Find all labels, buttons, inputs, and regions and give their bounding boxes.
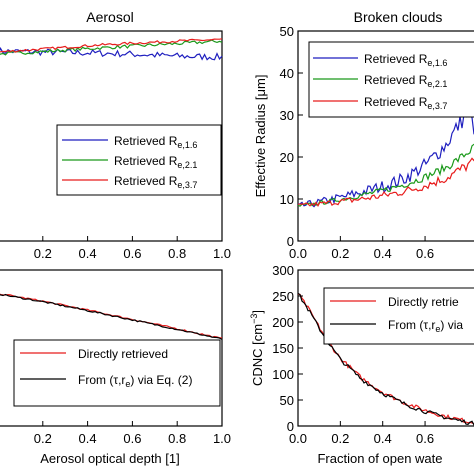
x-tick-label: 0.0: [289, 246, 307, 261]
x-tick-label: 0.2: [34, 431, 52, 446]
x-ticks: 0.0 0.2 0.4 0.6: [289, 421, 434, 446]
x-ticks: 0.2 0.4 0.6 0.8 1.0: [34, 421, 231, 446]
series-lines: [0, 38, 223, 61]
y-tick-label: 100: [272, 367, 294, 382]
legend-label-re21: Retrieved Re,2.1: [114, 154, 197, 170]
legend: Retrieved Re,1.6 Retrieved Re,2.1 Retrie…: [56, 124, 222, 196]
legend: Directly retrieved From (τ,re) via Eq. (…: [13, 339, 221, 407]
y-tick-label: 300: [272, 263, 294, 278]
plot-frame: [297, 30, 474, 242]
y-tick-label: 0: [287, 234, 294, 249]
y-tick-label: 150: [272, 341, 294, 356]
plot-frame: [0, 269, 223, 427]
legend-label-re16: Retrieved Re,1.6: [364, 52, 447, 68]
panel-title-clouds: Broken clouds: [354, 9, 443, 25]
legend-label-from-eq: From (τ,re) via Eq. (2): [78, 373, 192, 389]
legend-label-re37: Retrieved Re,3.7: [114, 174, 197, 190]
x-tick-label: 0.0: [289, 431, 307, 446]
panel-aerosol-cdnc: 0.2 0.4 0.6 0.8 1.0 Aerosol optical depth [1…: [0, 269, 231, 466]
x-tick-label: 0.6: [416, 431, 434, 446]
legend-label-from-eq: From (τ,re) via: [388, 318, 463, 334]
series-line-1: [0, 293, 223, 340]
series-line-1: [297, 143, 474, 207]
y-tick-label: 50: [280, 24, 294, 39]
series-line-1: [0, 39, 223, 56]
x-tick-label: 0.4: [79, 431, 97, 446]
x-tick-label: 1.0: [213, 431, 231, 446]
y-axis-label-radius: Effective Radius [μm]: [253, 75, 268, 198]
x-ticks-aerosol-top: 0.2 0.4 0.6 0.8 1.0: [34, 236, 231, 261]
legend-label-re16: Retrieved Re,1.6: [114, 134, 197, 150]
x-tick-label: 0.4: [79, 246, 97, 261]
panel-aerosol-radius: Aerosol Retrieved Re,1.6 Retrieved Re,2.…: [0, 9, 223, 242]
y-tick-label: 0: [287, 419, 294, 434]
x-tick-label: 0.4: [374, 246, 392, 261]
legend-box: [323, 287, 474, 345]
x-tick-label: 0.6: [416, 246, 434, 261]
y-tick-label: 50: [280, 393, 294, 408]
y-tick-label: 10: [280, 192, 294, 207]
series-line-2: [298, 157, 474, 207]
legend-label-re37: Retrieved Re,3.7: [364, 95, 447, 111]
legend-box: [13, 339, 221, 407]
legend-label-direct: Directly retrie: [388, 295, 459, 309]
x-tick-label: 0.2: [34, 246, 52, 261]
legend-label-direct: Directly retrieved: [78, 347, 168, 361]
y-tick-label: 20: [280, 150, 294, 165]
legend-label-re21: Retrieved Re,2.1: [364, 73, 447, 89]
panel-title-aerosol: Aerosol: [86, 9, 133, 25]
x-ticks-clouds-top: 0.0 0.2 0.4 0.6: [289, 236, 434, 261]
plot-frame: [0, 30, 223, 242]
legend: Retrieved Re,1.6 Retrieved Re,2.1 Retrie…: [308, 41, 474, 118]
x-tick-label: 0.6: [123, 431, 141, 446]
y-ticks: 0 10 20 30 40 50: [280, 24, 303, 249]
legend: Directly retrie From (τ,re) via: [323, 287, 474, 345]
series-line-0: [297, 106, 474, 208]
x-tick-label: 0.8: [168, 246, 186, 261]
series-line-2: [0, 38, 223, 53]
series-line-0: [0, 47, 223, 61]
y-tick-label: 250: [272, 289, 294, 304]
y-tick-label: 30: [280, 108, 294, 123]
series-lines: [297, 106, 474, 208]
x-axis-label-open-water: Fraction of open wate: [317, 451, 442, 466]
x-tick-label: 0.6: [123, 246, 141, 261]
x-tick-label: 1.0: [213, 246, 231, 261]
x-tick-label: 0.2: [331, 246, 349, 261]
panel-clouds-cdnc: 0.0 0.2 0.4 0.6 0 50 100 150 200 250 300 Fraction…: [249, 263, 474, 466]
x-tick-label: 0.2: [331, 431, 349, 446]
panel-clouds-radius: Broken clouds 0 10 20 30 40 50 Effective Radi…: [253, 9, 474, 249]
y-axis-label-cdnc: CDNC [cm−3]: [249, 310, 265, 386]
y-ticks: 0 50 100 150 200 250 300: [272, 263, 303, 434]
y-tick-label: 40: [280, 66, 294, 81]
x-tick-label: 0.4: [374, 431, 392, 446]
series-lines: [0, 293, 223, 340]
x-tick-label: 0.8: [168, 431, 186, 446]
x-axis-label-aod: Aerosol optical depth [1]: [40, 451, 179, 466]
y-tick-label: 200: [272, 315, 294, 330]
